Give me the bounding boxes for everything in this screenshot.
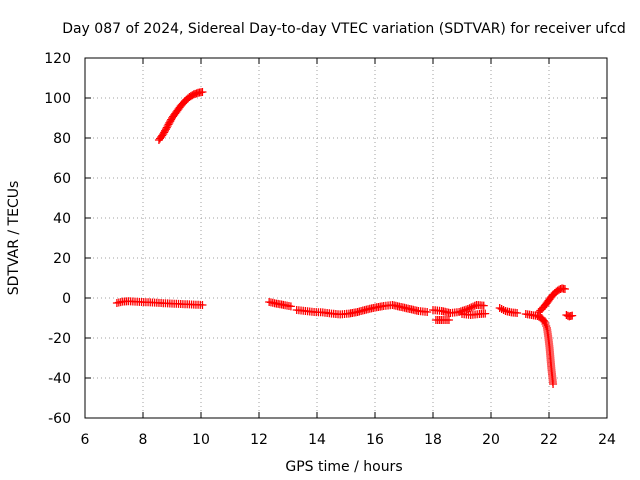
x-tick-label: 10 [192,432,210,448]
y-tick-label: -40 [48,371,71,387]
y-tick-label: 40 [53,211,71,227]
data-point-marker [286,302,295,311]
x-tick-label: 14 [308,432,326,448]
y-tick-label: 80 [53,131,71,147]
y-tick-label: -60 [48,411,71,427]
x-tick-label: 16 [366,432,384,448]
data-point-marker [467,303,476,312]
x-tick-label: 12 [250,432,268,448]
x-tick-label: 20 [482,432,500,448]
y-tick-label: 100 [44,91,71,107]
y-tick-label: 120 [44,51,71,67]
data-point-marker [540,318,549,326]
x-tick-label: 8 [139,432,148,448]
x-tick-label: 22 [540,432,558,448]
plot-frame [84,57,608,419]
data-point-marker [463,305,472,313]
y-tick-label: 20 [53,251,71,267]
y-tick-labels: -60 -40 -20 0 20 40 60 80 100 120 [44,51,71,427]
chart-title: Day 087 of 2024, Sidereal Day-to-day VTE… [62,21,626,37]
data-point-marker [568,311,577,320]
data-point-marker [444,316,453,324]
x-tick-label: 18 [424,432,442,448]
x-tick-label: 6 [81,432,90,448]
data-point-marker [549,380,558,388]
data-point-marker [542,322,551,330]
y-axis-label: SDTVAR / TECUs [6,181,22,296]
data-point-marker [541,320,550,328]
y-tick-label: 60 [53,171,71,187]
data-point-marker [198,301,207,309]
axis-ticks [84,57,608,419]
x-axis-label: GPS time / hours [285,459,402,475]
data-point-marker [539,316,548,325]
data-point-marker [423,308,432,316]
data-point-marker [499,306,508,314]
data-point-marker [497,305,506,313]
data-point-marker [560,285,569,293]
y-tick-label: -20 [48,331,71,347]
data-points [112,88,577,388]
data-point-marker [479,301,488,310]
data-point-marker [513,309,522,317]
gridlines [85,58,607,418]
y-tick-label: 0 [62,291,71,307]
x-tick-labels: 6 8 10 12 14 16 18 20 22 24 [81,432,616,448]
data-point-marker [481,309,490,318]
data-point-marker [495,304,504,312]
data-point-marker [198,88,207,96]
x-tick-label: 24 [598,432,616,448]
data-point-marker [469,302,478,311]
data-point-marker [465,304,474,313]
